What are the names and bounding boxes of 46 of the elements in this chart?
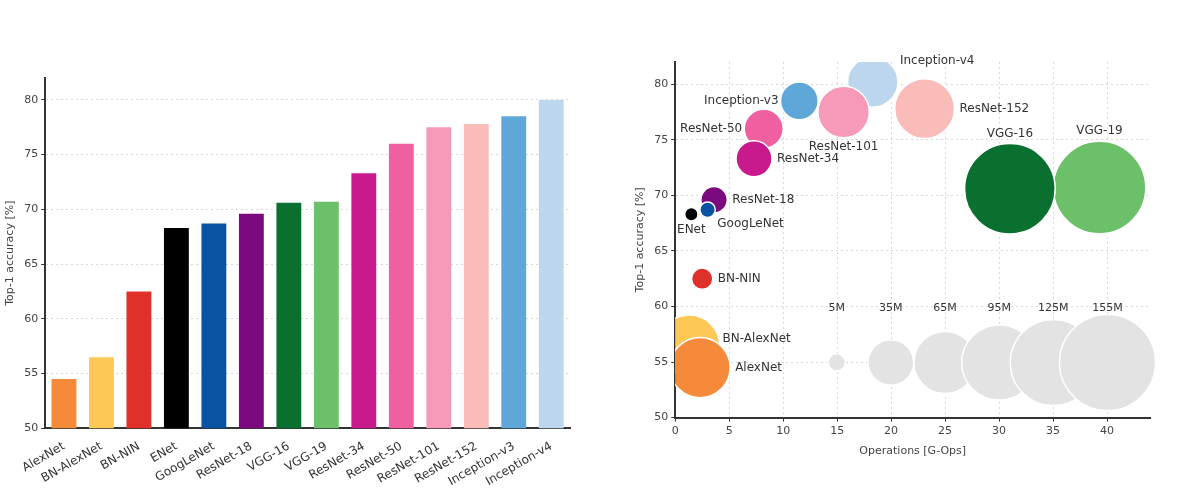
y-tick-label: 70: [24, 202, 39, 216]
y-tick-label: 50: [24, 421, 39, 435]
series-label: ResNet-152: [959, 100, 1030, 115]
legend-label: 65M: [933, 300, 957, 314]
series-label: ResNet-34: [777, 150, 840, 165]
series-label: ResNet-101: [808, 138, 879, 153]
y-tick-label: 70: [654, 188, 669, 202]
y-tick-label: 60: [24, 311, 39, 325]
series-label: VGG-19: [1076, 123, 1123, 138]
y-tick-label: 55: [24, 366, 39, 380]
y-tick-label: 50: [654, 410, 669, 424]
series-label: VGG-16: [986, 125, 1034, 140]
series-label: ENet: [677, 222, 706, 237]
x-tick-label: 20: [884, 424, 899, 438]
y-tick-label: 80: [24, 92, 39, 106]
series-label: ResNet-18: [732, 191, 795, 206]
x-tick-label: 5: [725, 424, 733, 438]
y-tick-label: 65: [654, 243, 669, 257]
x-tick-label: 15: [830, 424, 845, 438]
legend-label: 95M: [987, 300, 1011, 314]
legend-label: 155M: [1092, 300, 1123, 314]
y-axis-title: Top-1 accuracy [%]: [633, 187, 647, 294]
series-label: GoogLeNet: [717, 215, 785, 230]
series-label: BN-AlexNet: [722, 331, 792, 346]
y-tick-label: 55: [654, 354, 669, 368]
y-axis-title: Top-1 accuracy [%]: [3, 200, 17, 307]
series-label: AlexNet: [735, 359, 783, 374]
x-tick-label: 30: [992, 424, 1007, 438]
series-label: Inception-v4: [899, 52, 975, 67]
legend-label: 5M: [828, 300, 845, 314]
legend-label: 125M: [1038, 300, 1069, 314]
y-tick-label: 75: [24, 147, 39, 161]
series-label: Inception-v3: [704, 93, 779, 108]
series-label: BN-NIN: [717, 270, 761, 285]
y-tick-label: 60: [654, 299, 669, 313]
x-tick-label: 35: [1046, 424, 1061, 438]
x-tick-label: 25: [938, 424, 953, 438]
x-tick-label: 40: [1100, 424, 1115, 438]
legend-label: 35M: [879, 300, 903, 314]
y-tick-label: 80: [654, 77, 669, 91]
x-axis-title: Operations [G-Ops]: [859, 444, 967, 458]
x-tick-label: 10: [776, 424, 791, 438]
y-tick-label: 75: [654, 132, 669, 146]
series-label: ResNet-50: [680, 120, 743, 135]
x-tick-label: 0: [671, 424, 679, 438]
y-tick-label: 65: [24, 256, 39, 270]
